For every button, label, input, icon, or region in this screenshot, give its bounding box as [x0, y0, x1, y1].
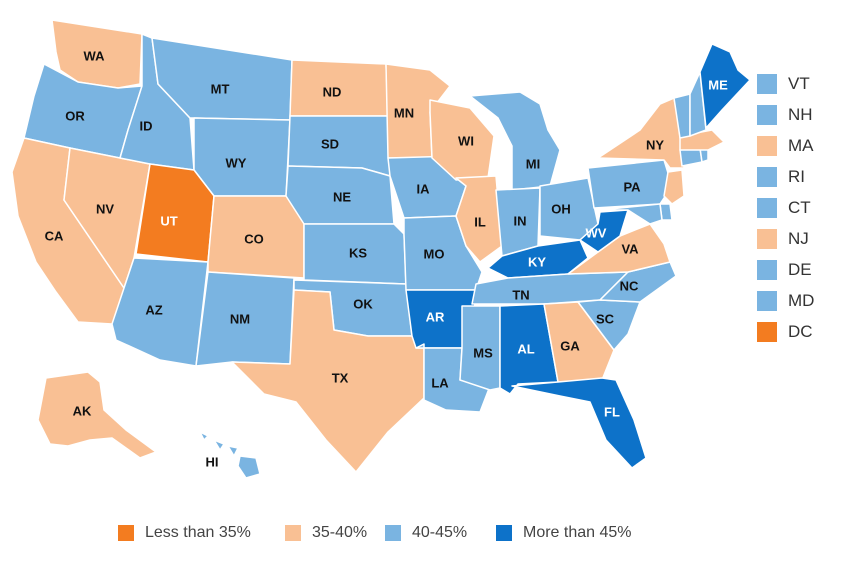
state-label-oh: OH	[551, 201, 571, 216]
small-state-vt: VT	[757, 72, 837, 103]
legend-swatch	[118, 525, 134, 541]
state-label-az: AZ	[145, 302, 162, 317]
state-label-in: IN	[514, 213, 527, 228]
small-state-label: DE	[788, 260, 812, 279]
small-state-dc: DC	[757, 320, 837, 351]
swatch	[757, 167, 777, 187]
state-label-wy: WY	[226, 155, 247, 170]
state-il[interactable]	[455, 175, 503, 263]
small-states-legend: VT NH MA RI CT NJ DE MD DC	[757, 72, 837, 351]
state-label-co: CO	[244, 231, 264, 246]
state-tx[interactable]	[231, 289, 425, 473]
state-ga[interactable]	[543, 301, 615, 383]
small-state-ma: MA	[757, 134, 837, 165]
state-label-al: AL	[517, 341, 534, 356]
small-state-de: DE	[757, 258, 837, 289]
state-label-fl: FL	[604, 404, 620, 419]
swatch	[757, 198, 777, 218]
small-state-label: VT	[788, 74, 810, 93]
state-label-ky: KY	[528, 254, 546, 269]
small-state-label: NH	[788, 105, 813, 124]
state-label-ar: AR	[426, 309, 445, 324]
small-state-label: DC	[788, 322, 813, 341]
swatch	[757, 74, 777, 94]
small-state-md: MD	[757, 289, 837, 320]
small-state-label: NJ	[788, 229, 809, 248]
state-label-la: LA	[431, 375, 449, 390]
state-me[interactable]	[699, 43, 751, 129]
small-state-ct: CT	[757, 196, 837, 227]
swatch	[757, 260, 777, 280]
state-nc[interactable]	[599, 261, 677, 303]
state-label-nd: ND	[323, 84, 342, 99]
state-label-ks: KS	[349, 245, 367, 260]
state-nj[interactable]	[663, 169, 685, 205]
state-label-nv: NV	[96, 201, 114, 216]
swatch	[757, 322, 777, 342]
state-label-ga: GA	[560, 338, 580, 353]
state-label-id: ID	[140, 118, 153, 133]
small-state-nh: NH	[757, 103, 837, 134]
state-shapes	[11, 19, 751, 479]
state-label-nc: NC	[620, 278, 639, 293]
swatch	[757, 291, 777, 311]
state-label-tx: TX	[332, 370, 349, 385]
state-label-sc: SC	[596, 311, 615, 326]
legend-swatch	[496, 525, 512, 541]
state-ny[interactable]	[597, 97, 685, 169]
state-label-ok: OK	[353, 296, 373, 311]
state-label-ut: UT	[160, 213, 177, 228]
small-state-label: RI	[788, 167, 805, 186]
legend-label: More than 45%	[523, 524, 632, 541]
state-mi[interactable]	[469, 91, 561, 191]
state-label-mt: MT	[211, 81, 230, 96]
small-state-ri: RI	[757, 165, 837, 196]
state-label-mo: MO	[424, 246, 445, 261]
state-label-mi: MI	[526, 156, 540, 171]
state-hi[interactable]	[199, 431, 261, 479]
state-label-il: IL	[474, 214, 486, 229]
state-sc[interactable]	[577, 299, 641, 351]
legend-label: 40-45%	[412, 524, 468, 541]
state-label-ms: MS	[473, 345, 493, 360]
swatch	[757, 229, 777, 249]
state-label-sd: SD	[321, 136, 339, 151]
color-legend: Less than 35% 35-40% 40-45% More than 45…	[0, 521, 847, 545]
legend-swatch	[385, 525, 401, 541]
small-state-nj: NJ	[757, 227, 837, 258]
legend-swatch	[285, 525, 301, 541]
state-label-va: VA	[621, 241, 639, 256]
state-labels: WA OR CA NV ID MT WY UT AZ CO NM ND SD N…	[45, 48, 728, 469]
state-label-mn: MN	[394, 105, 414, 120]
state-label-tn: TN	[512, 287, 529, 302]
state-ak[interactable]	[37, 371, 157, 459]
state-label-wv: WV	[586, 225, 607, 240]
state-label-ak: AK	[73, 403, 92, 418]
state-nh[interactable]	[689, 71, 707, 137]
state-label-ia: IA	[417, 181, 431, 196]
state-label-me: ME	[708, 77, 728, 92]
legend-label: Less than 35%	[145, 524, 251, 541]
small-state-label: MD	[788, 291, 815, 310]
state-fl[interactable]	[511, 377, 647, 469]
swatch	[757, 136, 777, 156]
state-label-wi: WI	[458, 133, 474, 148]
state-label-hi: HI	[206, 454, 219, 469]
swatch	[757, 105, 777, 125]
state-label-or: OR	[65, 108, 85, 123]
small-state-label: MA	[788, 136, 814, 155]
state-label-ny: NY	[646, 137, 664, 152]
legend-label: 35-40%	[312, 524, 368, 541]
state-label-ca: CA	[45, 228, 64, 243]
state-label-nm: NM	[230, 311, 250, 326]
state-md[interactable]	[599, 203, 663, 225]
state-az[interactable]	[111, 257, 209, 367]
state-label-pa: PA	[623, 179, 641, 194]
state-label-ne: NE	[333, 189, 351, 204]
state-label-wa: WA	[84, 48, 106, 63]
small-state-label: CT	[788, 198, 811, 217]
